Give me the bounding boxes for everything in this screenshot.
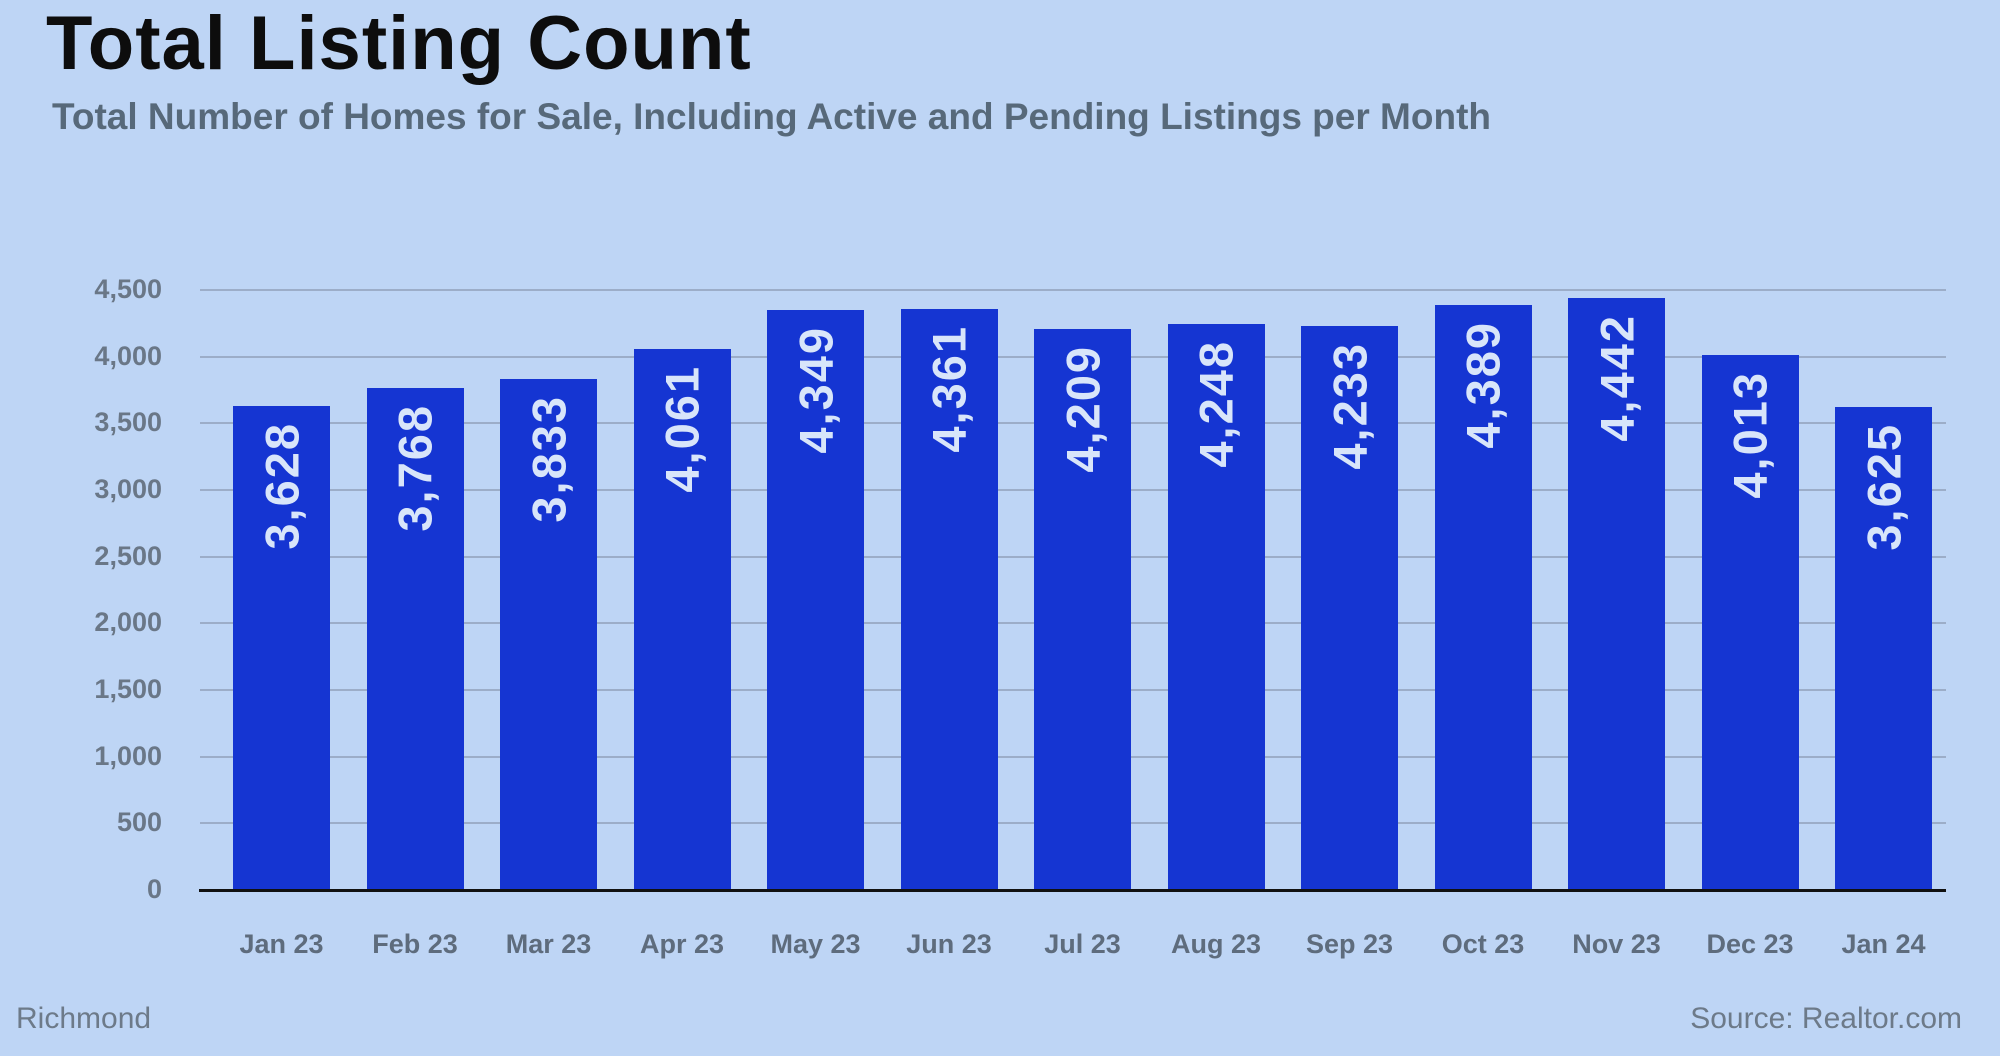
location-label: Richmond <box>16 1002 152 1035</box>
bar-nov-23: 4,442 <box>1568 297 1665 889</box>
x-axis-tick-label: Oct 23 <box>1441 929 1525 959</box>
bar-value-label: 3,833 <box>522 394 575 523</box>
bar-value-label: 4,361 <box>922 324 976 453</box>
x-axis-tick-label: Nov 23 <box>1572 929 1661 959</box>
x-axis-tick-label: Jul 23 <box>1044 929 1121 959</box>
bar-may-23: 4,349 <box>767 310 864 889</box>
bar-apr-23: 4,061 <box>633 348 731 889</box>
bar-jan-23: 3,628 <box>233 406 330 889</box>
bar-value-label: 4,349 <box>789 326 842 454</box>
bar-oct-23: 4,389 <box>1434 304 1532 889</box>
y-axis-tick-label: 2,500 <box>94 540 162 571</box>
bar-sep-23: 4,233 <box>1301 325 1398 889</box>
source-attribution: Source: Realtor.com <box>1690 1002 1962 1035</box>
x-axis-tick-label: Mar 23 <box>505 929 592 959</box>
bar-value-label: 3,768 <box>388 403 442 532</box>
bar-value-label: 3,628 <box>255 422 308 550</box>
gridline <box>200 289 1946 291</box>
x-axis-tick-label: Jun 23 <box>906 929 992 959</box>
x-axis-tick-label: Jan 23 <box>239 929 324 959</box>
y-axis-tick-label: 4,000 <box>94 340 162 371</box>
bar-value-label: 4,209 <box>1056 344 1109 473</box>
bar-value-label: 4,389 <box>1456 320 1510 449</box>
bar-value-label: 4,013 <box>1723 370 1777 499</box>
y-axis-tick-label: 1,500 <box>94 674 162 704</box>
chart-subtitle: Total Number of Homes for Sale, Includin… <box>52 96 1491 137</box>
bar-mar-23: 3,833 <box>500 378 597 889</box>
bar-feb-23: 3,768 <box>366 387 464 889</box>
x-axis-baseline <box>199 889 1946 892</box>
y-axis-tick-label: 0 <box>146 874 162 904</box>
bar-jan-24: 3,625 <box>1835 406 1932 889</box>
bar-jun-23: 4,361 <box>900 308 998 889</box>
y-axis-tick-label: 1,000 <box>94 740 162 771</box>
bar-value-label: 3,625 <box>1857 422 1910 551</box>
bar-value-label: 4,061 <box>655 364 709 493</box>
y-axis-tick-label: 3,000 <box>94 474 162 504</box>
bar-jul-23: 4,209 <box>1034 328 1131 889</box>
y-axis-tick-label: 2,000 <box>94 607 162 638</box>
x-axis-tick-label: Apr 23 <box>639 929 725 959</box>
bar-dec-23: 4,013 <box>1701 354 1799 889</box>
bar-value-label: 4,233 <box>1323 341 1376 470</box>
y-axis-tick-label: 3,500 <box>94 407 162 438</box>
y-axis-tick-label: 500 <box>116 807 162 838</box>
chart-title: Total Listing Count <box>46 1 752 86</box>
bar-value-label: 4,442 <box>1590 313 1643 442</box>
bar-value-label: 4,248 <box>1189 339 1243 468</box>
x-axis-tick-label: Feb 23 <box>372 929 458 959</box>
x-axis-tick-label: Jan 24 <box>1841 929 1926 959</box>
x-axis-tick-label: Dec 23 <box>1706 929 1794 959</box>
x-axis-tick-label: Aug 23 <box>1170 929 1262 959</box>
x-axis-tick-label: May 23 <box>770 929 861 959</box>
x-axis-tick-label: Sep 23 <box>1305 929 1394 959</box>
y-axis-tick-label: 4,500 <box>94 274 162 304</box>
bar-aug-23: 4,248 <box>1167 323 1265 889</box>
